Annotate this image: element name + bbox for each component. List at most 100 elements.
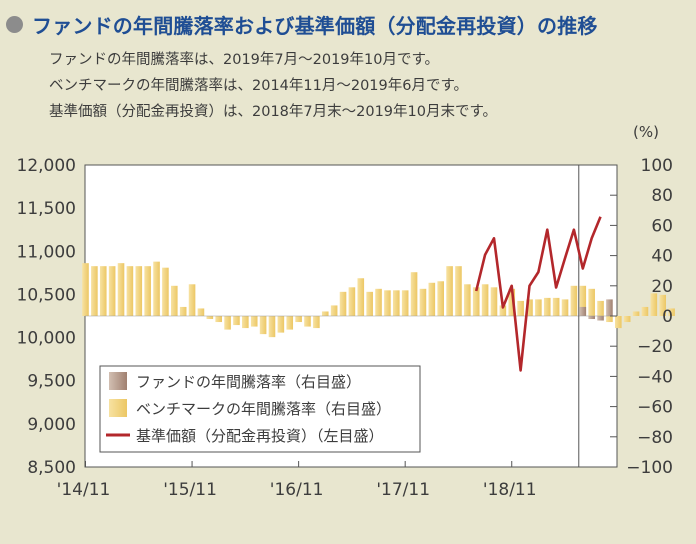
benchmark-bar <box>615 316 622 329</box>
note-nav-period: 基準価額（分配金再投資）は、2018年7月末～2019年10月末です。 <box>49 104 498 120</box>
benchmark-bar <box>401 290 409 316</box>
right-tick-label: −40 <box>637 367 673 387</box>
right-axis: 100 80 60 40 20 0 −20 −40 −60 −80 −100 <box>610 156 673 478</box>
benchmark-bar <box>153 261 160 316</box>
note-fund-period: ファンドの年間騰落率は、2019年7月～2019年10月です。 <box>49 52 440 68</box>
right-tick-label: 60 <box>651 216 673 236</box>
benchmark-bar <box>224 316 231 330</box>
benchmark-bar <box>268 316 276 338</box>
benchmark-bar <box>570 285 578 316</box>
x-tick-label: '15/11 <box>163 480 217 500</box>
x-tick-label: '17/11 <box>376 480 430 500</box>
right-tick-label: 20 <box>651 277 673 297</box>
bullet-icon <box>6 15 23 33</box>
benchmark-bar <box>179 306 187 316</box>
benchmark-bar <box>419 288 427 316</box>
left-tick-label: 10,000 <box>17 329 76 349</box>
benchmark-bars <box>82 261 675 338</box>
legend-label-nav: 基準価額（分配金再投資）（左目盛） <box>136 427 384 445</box>
benchmark-bar <box>259 316 267 335</box>
legend-box <box>99 365 421 453</box>
benchmark-bar <box>650 293 658 316</box>
benchmark-bar <box>304 316 311 327</box>
benchmark-bar <box>561 299 569 316</box>
x-tick-label: '14/11 <box>57 480 111 500</box>
benchmark-bar <box>499 305 507 316</box>
benchmark-bar <box>321 311 329 316</box>
right-tick-label: 80 <box>651 186 673 206</box>
benchmark-bar <box>490 287 498 316</box>
left-tick-label: 9,000 <box>27 415 76 435</box>
fund-bar <box>588 316 595 320</box>
left-tick-label: 8,500 <box>27 458 76 478</box>
x-axis: '14/11 '15/11 '16/11 '17/11 '18/11 <box>57 461 537 500</box>
benchmark-bar <box>277 316 285 333</box>
left-tick-label: 11,000 <box>17 242 76 262</box>
benchmark-bar <box>339 291 347 316</box>
right-tick-label: −80 <box>637 428 673 448</box>
notes: ファンドの年間騰落率は、2019年7月～2019年10月です。 ベンチマークの年… <box>49 47 497 125</box>
fund-bar <box>597 316 604 321</box>
benchmark-bar <box>597 300 604 316</box>
benchmark-bar <box>526 299 533 316</box>
benchmark-bar <box>313 316 320 329</box>
benchmark-bar <box>126 266 134 316</box>
benchmark-bar <box>99 266 107 316</box>
benchmark-bar <box>464 284 471 316</box>
benchmark-bar <box>481 284 489 316</box>
benchmark-bar <box>508 288 516 316</box>
benchmark-bar <box>632 311 640 316</box>
note-benchmark-period: ベンチマークの年間騰落率は、2014年11月～2019年6月です。 <box>49 78 469 94</box>
benchmark-bar <box>428 282 436 316</box>
benchmark-bar <box>108 266 116 316</box>
benchmark-bar <box>162 267 169 316</box>
benchmark-bar <box>295 316 302 323</box>
nav-line <box>474 216 602 372</box>
legend-label-fund: ファンドの年間騰落率（右目盛） <box>136 373 361 391</box>
fund-bar <box>579 306 587 316</box>
benchmark-bar <box>188 284 196 316</box>
benchmark-bar <box>330 305 338 316</box>
benchmark-bar <box>668 308 675 316</box>
x-tick-label: '16/11 <box>270 480 324 500</box>
nav-series-line <box>474 216 602 372</box>
left-tick-label: 12,000 <box>17 156 76 176</box>
fund-bars <box>579 299 613 321</box>
benchmark-bar <box>455 266 462 316</box>
legend-swatch-benchmark <box>109 399 127 417</box>
benchmark-bar <box>91 266 98 316</box>
benchmark-bar <box>286 316 294 330</box>
benchmark-bar <box>579 285 587 316</box>
left-axis: 12,000 11,500 11,000 10,500 10,000 9,500 9,000… <box>17 156 76 478</box>
benchmark-bar <box>197 308 205 316</box>
benchmark-bar <box>144 266 151 316</box>
left-tick-label: 10,500 <box>17 285 76 305</box>
benchmark-bar <box>472 287 480 316</box>
benchmark-bar <box>437 281 444 316</box>
benchmark-bar <box>543 297 551 316</box>
benchmark-bar <box>393 290 400 316</box>
right-tick-label: −60 <box>637 398 673 418</box>
right-tick-label: 40 <box>651 247 673 267</box>
right-tick-label: 100 <box>641 156 673 176</box>
x-tick-label: '18/11 <box>483 480 537 500</box>
benchmark-bar <box>82 263 89 316</box>
benchmark-bar <box>206 316 214 320</box>
benchmark-bar <box>215 316 222 323</box>
benchmark-bar <box>375 288 382 316</box>
fund-bar <box>606 299 613 316</box>
benchmark-bar <box>588 288 595 316</box>
benchmark-bar <box>357 278 365 316</box>
right-tick-label: 0 <box>662 307 673 327</box>
left-tick-label: 9,500 <box>27 372 76 392</box>
benchmark-bar <box>117 263 125 316</box>
right-tick-label: −100 <box>626 458 673 478</box>
left-tick-label: 11,500 <box>17 199 76 219</box>
right-tick-label: −20 <box>637 337 673 357</box>
benchmark-bar <box>233 316 240 326</box>
benchmark-bar <box>641 306 649 316</box>
legend: ファンドの年間騰落率（右目盛） ベンチマークの年間騰落率（右目盛） 基準価額（分配金… <box>99 365 421 453</box>
benchmark-bar <box>348 287 356 316</box>
chart-title: ファンドの年間騰落率および基準価額（分配金再投資）の推移 <box>32 13 598 38</box>
